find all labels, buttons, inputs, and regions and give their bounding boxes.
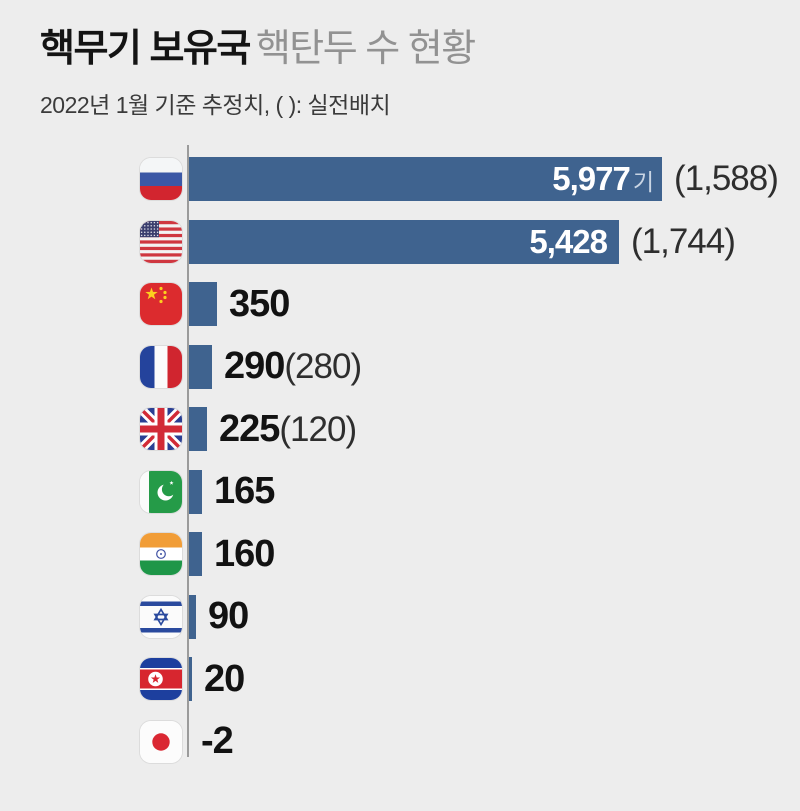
flag-france-icon — [140, 345, 182, 388]
value-bar — [189, 469, 202, 514]
flag-pakistan-icon — [140, 470, 182, 513]
chart-row-north-korea: 20 — [0, 648, 800, 711]
value-bar — [189, 657, 192, 702]
chart-row-france: 290 (280) — [0, 336, 800, 399]
chart-row-india: 160 — [0, 523, 800, 586]
flag-uk-icon — [140, 408, 182, 451]
title-light: 핵탄두 수 현황 — [255, 28, 476, 70]
value-bar: 5,977 기 — [189, 157, 662, 202]
unit-suffix: 기 — [632, 169, 654, 196]
value-bar: 5,428 — [189, 219, 619, 264]
value-bar — [189, 594, 196, 639]
value-label: 225 — [219, 407, 280, 450]
deployed-label: (1,744) — [631, 221, 736, 261]
flag-usa-icon — [140, 220, 182, 263]
flag-russia-icon — [140, 158, 182, 201]
deployed-label: (1,588) — [674, 159, 779, 199]
subtitle: 2022년 1월 기준 추정치, ( ): 실전배치 — [40, 91, 391, 118]
value-label: 160 — [214, 532, 275, 575]
chart-row-uk: 225 (120) — [0, 398, 800, 461]
value-bar — [189, 407, 207, 452]
flag-india-icon — [140, 533, 182, 576]
page-title: 핵무기 보유국 핵탄두 수 현황 — [40, 28, 476, 72]
value-bar — [189, 344, 212, 389]
value-label: 350 — [229, 282, 290, 325]
flag-north-korea-icon — [140, 658, 182, 701]
deployed-label: (120) — [279, 409, 357, 449]
value-label: -2 — [201, 720, 234, 763]
flag-china-icon — [140, 283, 182, 326]
bar-value-label: 5,428 — [529, 222, 608, 260]
flag-japan-icon — [140, 720, 182, 763]
flag-israel-icon — [140, 595, 182, 638]
value-bar — [189, 282, 217, 327]
chart-row-china: 350 — [0, 273, 800, 336]
chart-row-usa: 5,428 (1,744) — [0, 211, 800, 274]
value-label: 290 — [224, 345, 285, 388]
deployed-label: (280) — [284, 347, 362, 387]
value-label: 165 — [214, 470, 275, 513]
value-label: 20 — [204, 657, 245, 700]
value-bar — [189, 532, 202, 577]
chart-row-japan: -2 — [0, 711, 800, 774]
header: 핵무기 보유국 핵탄두 수 현황 2022년 1월 기준 추정치, ( ): 실전… — [40, 28, 476, 120]
bar-value-label: 5,977 기 — [552, 160, 654, 198]
title-bold: 핵무기 보유국 — [40, 28, 251, 70]
axis-line — [187, 145, 189, 757]
chart-row-pakistan: 165 — [0, 461, 800, 524]
chart-row-israel: 90 — [0, 586, 800, 649]
bar-chart: 5,977 기 (1,588) 5,428 (1,744) 350 290 (280… — [0, 145, 800, 773]
value-label: 90 — [208, 595, 249, 638]
chart-row-russia: 5,977 기 (1,588) — [0, 148, 800, 211]
chart-rows: 5,977 기 (1,588) 5,428 (1,744) 350 290 (280… — [0, 148, 800, 773]
